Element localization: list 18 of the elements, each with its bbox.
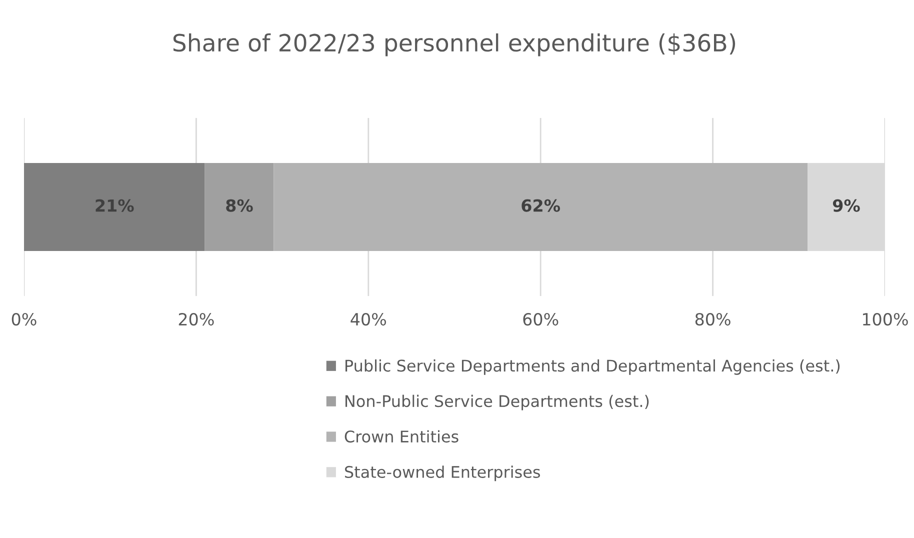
bar	[24, 162, 205, 252]
chart-title: Share of 2022/23 personnel expenditure ($36B)	[173, 33, 736, 56]
data-label: 62%	[522, 199, 560, 212]
legend-label: Crown Entities	[344, 430, 458, 443]
x-tick-label: 60%	[523, 312, 558, 326]
legend-label: State-owned Enterprises	[345, 466, 540, 482]
x-tick-label: 0%	[12, 312, 36, 326]
x-tick-label: 100%	[863, 312, 908, 326]
data-label: 8%	[226, 199, 253, 212]
legend-label: Public Service Departments and Departmental Agencies (est.)	[346, 359, 840, 375]
bar	[204, 162, 274, 252]
legend-label: Non-Public Service Departments (est.)	[346, 394, 649, 410]
bar	[274, 162, 808, 252]
x-tick-label: 80%	[695, 312, 730, 326]
data-label: 21%	[96, 199, 134, 212]
data-label: 9%	[832, 199, 860, 212]
x-tick-label: 20%	[178, 312, 214, 326]
x-tick-label: 40%	[350, 312, 386, 326]
